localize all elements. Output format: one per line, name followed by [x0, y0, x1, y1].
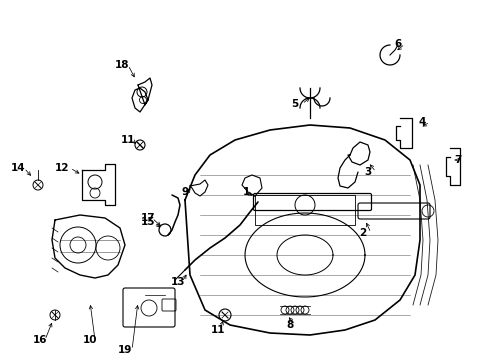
Text: 11: 11: [210, 325, 225, 335]
Text: 19: 19: [118, 345, 132, 355]
Text: 3: 3: [364, 167, 371, 177]
Text: 5: 5: [291, 99, 298, 109]
Text: 6: 6: [393, 39, 401, 49]
Text: 7: 7: [453, 155, 461, 165]
Text: 11: 11: [121, 135, 135, 145]
Text: 12: 12: [55, 163, 69, 173]
Text: 13: 13: [170, 277, 185, 287]
Text: 2: 2: [359, 228, 366, 238]
Text: 18: 18: [115, 60, 129, 70]
Text: 4: 4: [417, 117, 425, 127]
Text: 14: 14: [11, 163, 25, 173]
Text: 15: 15: [141, 217, 155, 227]
Text: 8: 8: [286, 320, 293, 330]
Text: 17: 17: [141, 213, 155, 223]
Text: 1: 1: [242, 187, 249, 197]
Text: 10: 10: [82, 335, 97, 345]
Text: 16: 16: [33, 335, 47, 345]
Text: 9: 9: [181, 187, 188, 197]
